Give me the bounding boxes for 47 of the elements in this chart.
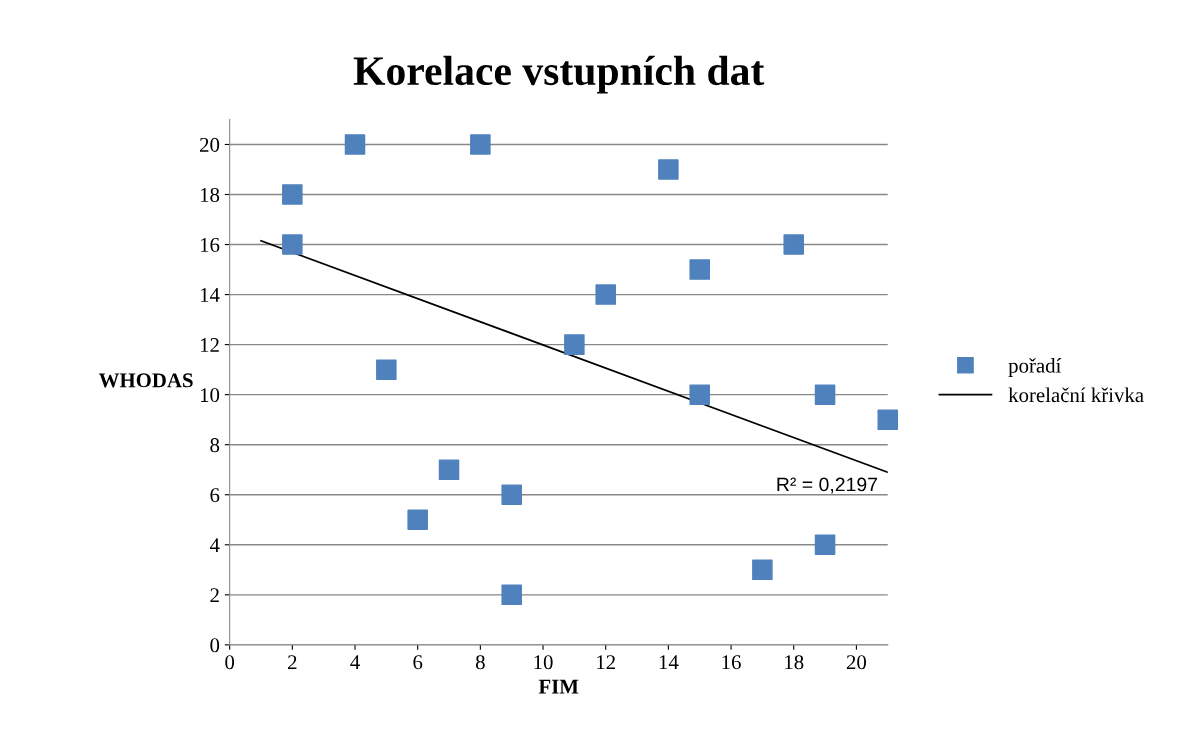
point [501, 584, 522, 606]
x-tick-label: 14 [659, 655, 679, 670]
y-tick-label: 6 [210, 488, 220, 503]
legend-label: korelační křivka [1008, 387, 1144, 403]
y-axis-title: WHODAS [98, 373, 193, 388]
point [783, 234, 804, 255]
point [407, 509, 428, 531]
y-tick-label: 4 [209, 538, 220, 553]
y-tick-label: 8 [210, 438, 220, 453]
x-tick-label: 12 [597, 655, 615, 670]
point [282, 234, 303, 255]
legend-label: pořadí [1008, 358, 1062, 377]
x-tick-label: 16 [722, 655, 741, 670]
point [814, 534, 836, 556]
y-tick-label: 14 [200, 288, 220, 302]
point [877, 409, 899, 430]
x-tick-label: 10 [534, 655, 553, 670]
y-tick-label: 20 [200, 137, 220, 152]
point [470, 134, 491, 155]
chart-title: Korelace vstupních dat [353, 55, 765, 94]
x-tick-label: 18 [785, 655, 804, 670]
x-tick-label: 2 [288, 655, 297, 670]
point [689, 384, 710, 405]
y-tick-label: 0 [210, 638, 220, 653]
x-tick-label: 8 [475, 655, 485, 670]
point [438, 459, 460, 480]
x-tick-label: 6 [413, 655, 423, 670]
y-tick-label: 16 [200, 237, 220, 252]
point [814, 384, 836, 405]
point [501, 484, 522, 506]
x-tick-label: 4 [350, 655, 360, 670]
y-tick-label: 18 [200, 187, 220, 202]
point [282, 184, 303, 205]
y-tick-label: 2 [210, 588, 219, 603]
point [595, 284, 616, 305]
point [564, 334, 585, 355]
point [658, 159, 679, 180]
point [752, 559, 773, 581]
x-axis-title: FIM [538, 679, 579, 694]
y-tick-label: 10 [200, 388, 220, 403]
x-tick-label: 20 [846, 655, 867, 670]
annotation: R² = 0,2197 [777, 477, 878, 494]
point [376, 359, 397, 380]
x-tick-label: 0 [225, 655, 235, 670]
point [344, 134, 366, 155]
point [689, 259, 710, 280]
y-tick-label: 12 [200, 338, 219, 352]
